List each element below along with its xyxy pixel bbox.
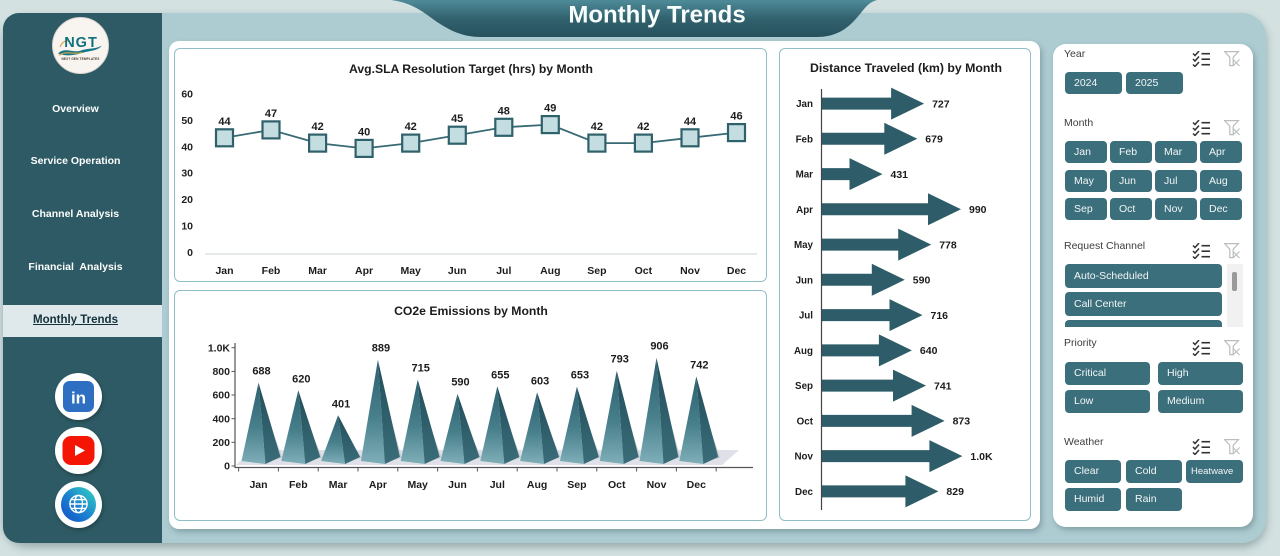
svg-text:45: 45 [451, 113, 463, 125]
svg-text:400: 400 [212, 413, 230, 425]
svg-text:Jul: Jul [496, 265, 511, 277]
svg-text:Dec: Dec [687, 479, 706, 491]
svg-text:Apr: Apr [369, 479, 387, 491]
svg-text:Sep: Sep [567, 479, 586, 491]
svg-text:NGT: NGT [64, 35, 98, 51]
svg-text:655: 655 [491, 369, 509, 381]
svg-text:Feb: Feb [289, 479, 308, 491]
svg-text:Aug: Aug [794, 346, 813, 357]
svg-text:42: 42 [591, 121, 603, 133]
svg-text:Mar: Mar [796, 170, 814, 181]
svg-text:42: 42 [637, 121, 649, 133]
svg-text:Jun: Jun [448, 265, 467, 277]
svg-text:829: 829 [946, 486, 964, 498]
svg-text:48: 48 [498, 105, 510, 117]
svg-text:44: 44 [684, 116, 697, 128]
svg-text:Nov: Nov [680, 265, 700, 277]
svg-text:688: 688 [252, 366, 270, 378]
svg-text:Monthly Trends: Monthly Trends [568, 2, 745, 29]
svg-text:Jan: Jan [249, 479, 267, 491]
svg-text:Jul: Jul [490, 479, 505, 491]
svg-text:42: 42 [405, 121, 417, 133]
svg-text:653: 653 [571, 370, 589, 382]
svg-text:10: 10 [181, 221, 193, 233]
svg-text:793: 793 [611, 354, 629, 366]
svg-text:590: 590 [451, 377, 469, 389]
svg-text:Sep: Sep [587, 265, 606, 277]
svg-text:778: 778 [939, 239, 957, 251]
svg-text:46: 46 [730, 111, 742, 123]
svg-text:742: 742 [690, 359, 708, 371]
svg-text:0: 0 [224, 461, 230, 473]
svg-text:990: 990 [969, 204, 987, 216]
svg-text:44: 44 [218, 116, 231, 128]
svg-text:1.0K: 1.0K [208, 342, 231, 354]
svg-text:906: 906 [650, 341, 668, 353]
svg-text:Apr: Apr [355, 265, 373, 277]
svg-text:Apr: Apr [796, 205, 813, 216]
svg-text:Oct: Oct [797, 416, 814, 427]
svg-text:40: 40 [181, 141, 193, 153]
svg-text:Jun: Jun [796, 275, 813, 286]
svg-text:Jan: Jan [215, 265, 233, 277]
svg-text:741: 741 [934, 380, 952, 392]
svg-text:873: 873 [953, 416, 971, 428]
svg-text:1.0K: 1.0K [970, 451, 993, 463]
svg-text:May: May [794, 240, 814, 251]
svg-text:0: 0 [187, 247, 193, 259]
svg-text:May: May [400, 265, 421, 277]
svg-text:20: 20 [181, 194, 193, 206]
svg-text:401: 401 [332, 398, 350, 410]
svg-text:Distance Traveled (km) by Mont: Distance Traveled (km) by Month [810, 61, 1002, 75]
svg-text:Jan: Jan [796, 99, 813, 110]
svg-text:NEXT GEN TEMPLATES: NEXT GEN TEMPLATES [61, 57, 99, 61]
svg-text:Sep: Sep [795, 381, 813, 392]
svg-text:620: 620 [292, 373, 310, 385]
svg-text:679: 679 [925, 134, 943, 146]
svg-text:Feb: Feb [262, 265, 281, 277]
svg-text:Feb: Feb [796, 134, 813, 145]
svg-text:CO2e Emissions by Month: CO2e Emissions by Month [394, 304, 548, 318]
svg-text:Aug: Aug [540, 265, 560, 277]
svg-text:60: 60 [181, 89, 193, 101]
svg-text:200: 200 [212, 437, 230, 449]
svg-text:Dec: Dec [795, 487, 814, 498]
svg-text:30: 30 [181, 168, 193, 180]
svg-text:Avg.SLA Resolution Target (hrs: Avg.SLA Resolution Target (hrs) by Month [349, 62, 593, 76]
svg-text:640: 640 [920, 345, 938, 357]
svg-text:716: 716 [931, 310, 949, 322]
svg-text:47: 47 [265, 108, 277, 120]
svg-text:715: 715 [412, 363, 430, 375]
svg-text:Nov: Nov [647, 479, 667, 491]
svg-text:Nov: Nov [794, 452, 813, 463]
svg-text:50: 50 [181, 115, 193, 127]
svg-text:Oct: Oct [608, 479, 626, 491]
svg-text:Dec: Dec [727, 265, 746, 277]
svg-text:42: 42 [311, 121, 323, 133]
svg-text:Mar: Mar [329, 479, 348, 491]
svg-text:727: 727 [932, 98, 950, 110]
svg-text:May: May [407, 479, 428, 491]
svg-text:Mar: Mar [308, 265, 327, 277]
svg-text:40: 40 [358, 126, 370, 138]
svg-text:Jun: Jun [448, 479, 467, 491]
svg-text:889: 889 [372, 343, 390, 355]
svg-text:800: 800 [212, 366, 230, 378]
svg-text:590: 590 [913, 275, 931, 287]
svg-text:Oct: Oct [635, 265, 653, 277]
svg-text:431: 431 [891, 169, 909, 181]
svg-text:603: 603 [531, 375, 549, 387]
svg-text:Jul: Jul [799, 311, 813, 322]
svg-text:600: 600 [212, 390, 230, 402]
svg-text:49: 49 [544, 103, 556, 115]
svg-text:Aug: Aug [527, 479, 547, 491]
svg-text:in: in [70, 388, 85, 407]
